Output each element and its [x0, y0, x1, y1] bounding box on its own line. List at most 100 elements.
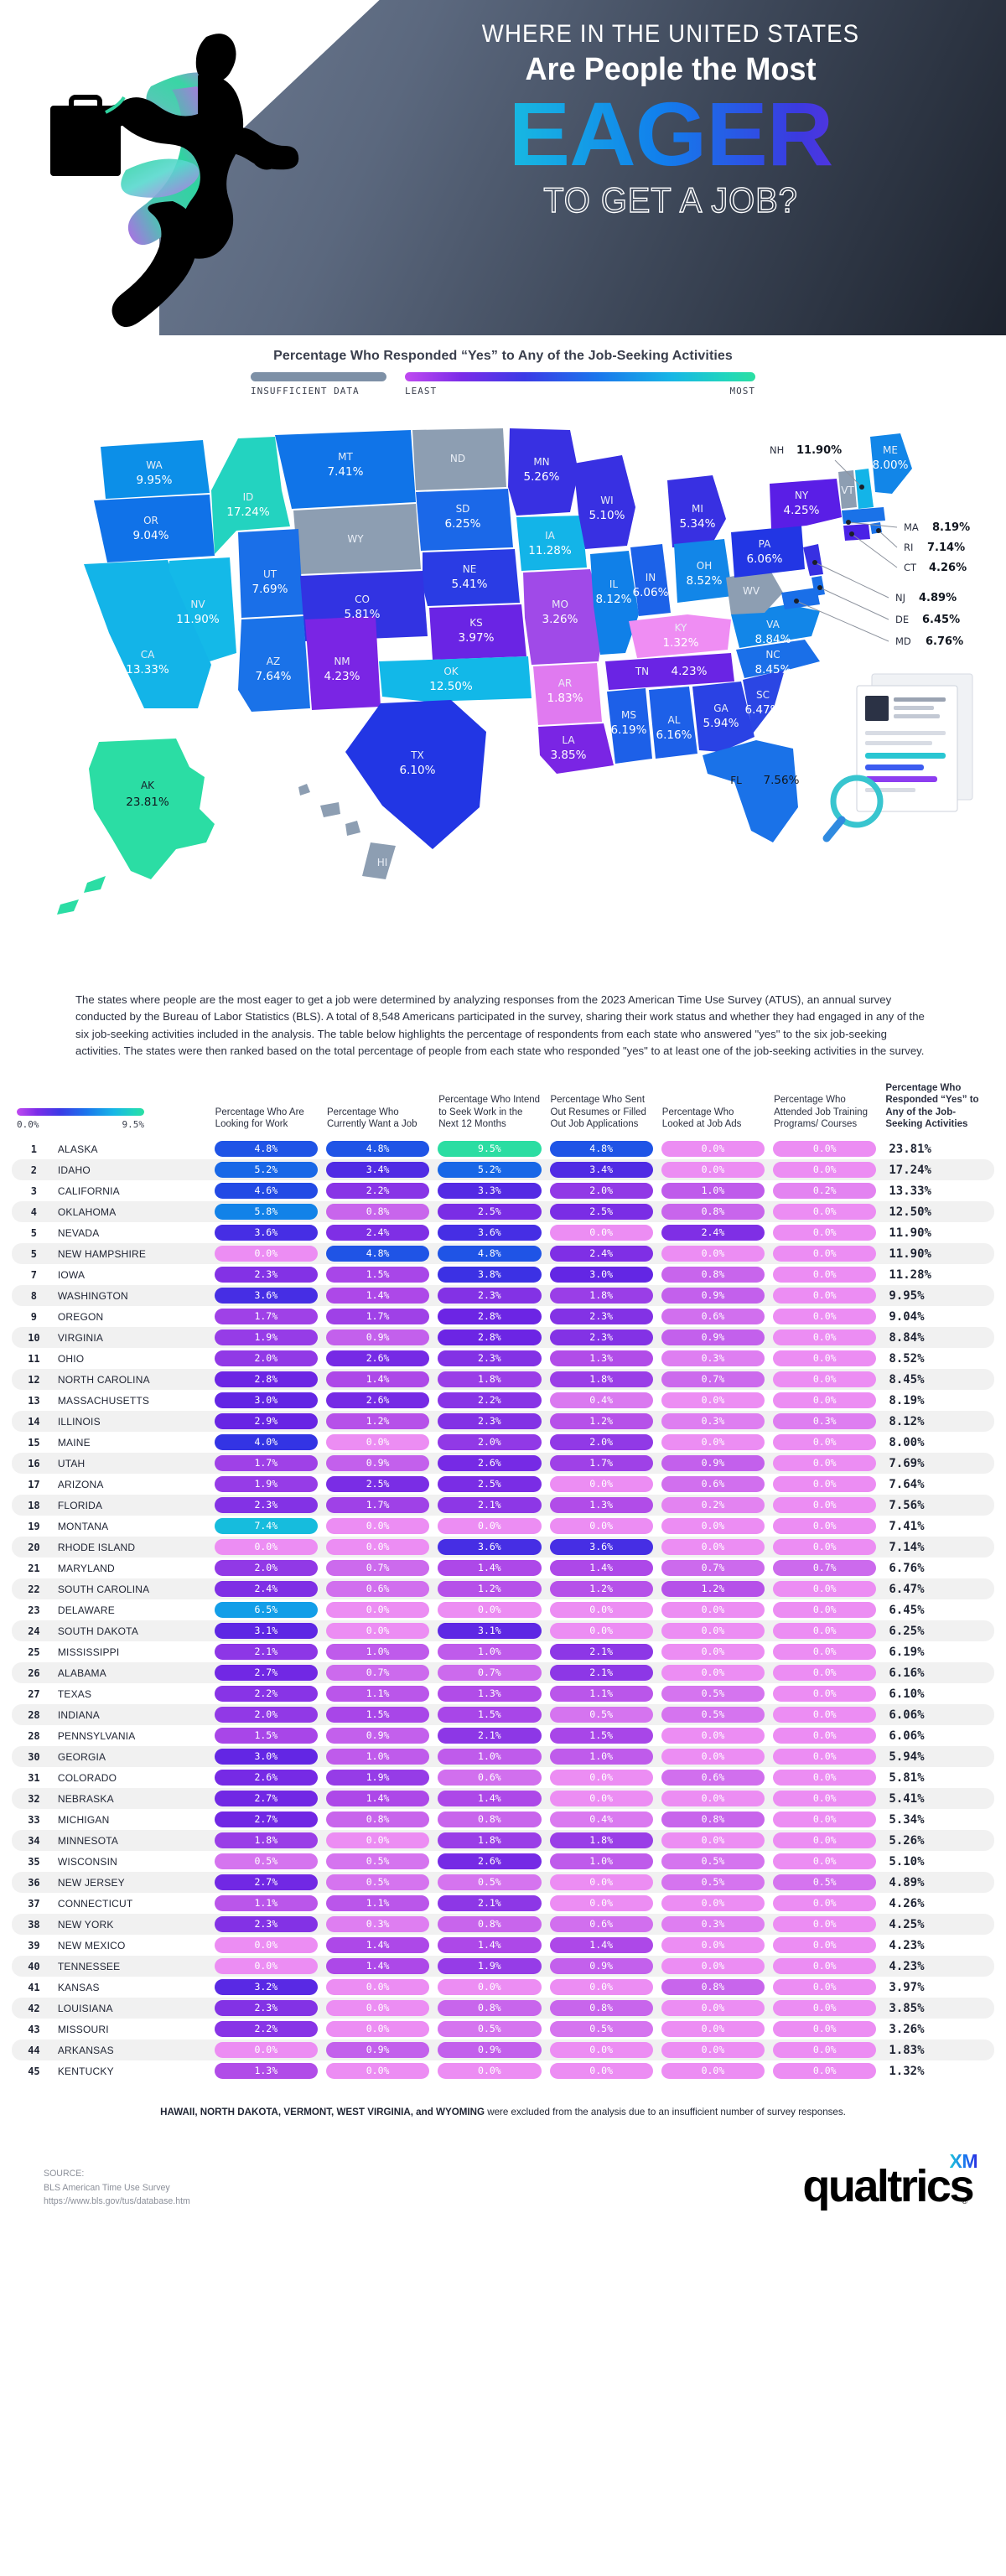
row-metric-cell: 1.2%: [546, 1578, 657, 1599]
svg-text:VA: VA: [766, 619, 780, 630]
metric-pill: 1.0%: [325, 1749, 430, 1765]
row-rank: 36: [28, 1876, 40, 1889]
row-metric-cell: 1.0%: [546, 1746, 657, 1767]
row-rank: 20: [28, 1541, 40, 1553]
row-metric-cell: 3.4%: [546, 1159, 657, 1180]
metric-pill: 2.4%: [549, 1246, 653, 1262]
metric-pill: 0.0%: [661, 2063, 765, 2080]
row-total-percentage: 3.85%: [889, 2001, 925, 2015]
row-metric-cell: 1.7%: [210, 1453, 322, 1474]
row-metric-cell: 2.1%: [433, 1725, 545, 1746]
row-metric-cell: 0.0%: [657, 1956, 769, 1977]
table-row: 1 ALASKA 4.8% 4.8% 9.5% 4.8% 0.0% 0.0% 23.81%: [12, 1138, 994, 1159]
row-metric-cell: 0.8%: [546, 1998, 657, 2019]
exclusion-note-states: HAWAII, NORTH DAKOTA, VERMONT, WEST VIRG…: [160, 2107, 485, 2118]
row-metric-cell: 1.4%: [322, 1285, 433, 1306]
row-metric-cell: 1.0%: [322, 1746, 433, 1767]
row-rank: 5: [30, 1247, 38, 1260]
row-metric-cell: 5.2%: [210, 1159, 322, 1180]
qualtrics-logo[interactable]: qualtrics XM ®: [802, 2150, 977, 2211]
row-metric-cell: 0.0%: [657, 1893, 769, 1914]
row-total-percentage: 4.89%: [889, 1875, 925, 1889]
table-row: 23 DELAWARE 6.5% 0.0% 0.0% 0.0% 0.0% 0.0% 6.45%: [12, 1599, 994, 1620]
row-metric-cell: 0.0%: [769, 1662, 880, 1683]
svg-text:MN: MN: [533, 456, 549, 468]
row-rank: 35: [28, 1855, 40, 1868]
metric-pill: 0.0%: [661, 1623, 765, 1640]
svg-text:6.19%: 6.19%: [611, 723, 647, 737]
row-metric-cell: 0.3%: [769, 1411, 880, 1432]
metric-pill: 2.2%: [438, 1392, 542, 1409]
table-row: 37 CONNECTICUT 1.1% 1.1% 2.1% 0.0% 0.0% 0.0% 4.2…: [12, 1893, 994, 1914]
row-rank: 12: [28, 1373, 40, 1386]
row-metric-cell: 0.0%: [657, 1390, 769, 1411]
metric-pill: 0.0%: [773, 1623, 877, 1640]
row-rank: 23: [28, 1604, 40, 1616]
row-state-name: ALASKA: [57, 1143, 98, 1155]
row-total-percentage: 7.69%: [889, 1456, 925, 1470]
row-metric-cell: 2.4%: [546, 1243, 657, 1264]
row-metric-cell: 0.0%: [546, 1893, 657, 1914]
metric-pill: 0.0%: [214, 2042, 318, 2059]
metric-pill: 1.0%: [549, 1749, 653, 1765]
table-row: 33 MICHIGAN 2.7% 0.8% 0.8% 0.4% 0.8% 0.0% 5.34%: [12, 1809, 994, 1830]
metric-pill: 1.4%: [549, 1937, 653, 1954]
row-rank: 13: [28, 1394, 40, 1407]
row-metric-cell: 2.3%: [433, 1285, 545, 1306]
metric-pill: 0.0%: [549, 1979, 653, 1996]
column-header-looked-at-job-ads: Percentage Who Looked at Job Ads: [661, 1107, 742, 1129]
metric-pill: 1.1%: [325, 1895, 430, 1912]
metric-pill: 0.0%: [661, 1832, 765, 1849]
metric-pill: 1.5%: [438, 1707, 542, 1723]
row-rank: 16: [28, 1457, 40, 1469]
metric-pill: 2.8%: [438, 1329, 542, 1346]
row-metric-cell: 2.6%: [433, 1453, 545, 1474]
metric-pill: 0.0%: [325, 1623, 430, 1640]
metric-pill: 4.8%: [438, 1246, 542, 1262]
source-label: SOURCE:: [44, 2169, 85, 2179]
logo-wordmark: qualtrics: [802, 2160, 974, 2211]
metric-pill: 1.4%: [325, 1288, 430, 1304]
row-metric-cell: 0.0%: [657, 1662, 769, 1683]
table-scale-max: 9.5%: [122, 1118, 145, 1130]
row-metric-cell: 2.2%: [322, 1180, 433, 1201]
row-metric-cell: 1.9%: [210, 1474, 322, 1495]
table-head: 0.0% 9.5% Percentage Who Are Looking for…: [12, 1082, 994, 1139]
source-url[interactable]: https://www.bls.gov/tus/database.htm: [44, 2196, 190, 2207]
row-metric-cell: 2.8%: [433, 1327, 545, 1348]
svg-text:6.06%: 6.06%: [747, 552, 783, 566]
metric-pill: 2.3%: [438, 1413, 542, 1430]
svg-text:1.32%: 1.32%: [663, 636, 699, 650]
row-rank: 2: [30, 1164, 38, 1176]
table-row: 43 MISSOURI 2.2% 0.0% 0.5% 0.5% 0.0% 0.0% 3.26%: [12, 2019, 994, 2040]
row-total-percentage: 3.26%: [889, 2022, 925, 2036]
row-metric-cell: 0.5%: [769, 1872, 880, 1893]
metric-pill: 0.0%: [214, 1937, 318, 1954]
row-metric-cell: 1.2%: [433, 1578, 545, 1599]
row-state-name: NORTH CAROLINA: [57, 1373, 150, 1386]
metric-pill: 0.0%: [773, 1204, 877, 1221]
row-rank: 43: [28, 2023, 40, 2035]
row-total-percentage: 8.00%: [889, 1435, 925, 1449]
row-metric-cell: 0.6%: [657, 1474, 769, 1495]
metric-pill: 1.0%: [438, 1749, 542, 1765]
metric-pill: 1.0%: [661, 1183, 765, 1200]
row-rank: 39: [28, 1939, 40, 1951]
svg-text:9.04%: 9.04%: [133, 529, 169, 542]
metric-pill: 0.0%: [661, 1539, 765, 1556]
metric-pill: 0.6%: [661, 1476, 765, 1493]
table-row: 14 ILLINOIS 2.9% 1.2% 2.3% 1.2% 0.3% 0.3% 8.12%: [12, 1411, 994, 1433]
row-state-name: MONTANA: [57, 1520, 109, 1532]
metric-pill: 1.2%: [325, 1413, 430, 1430]
column-header-sent-resumes: Percentage Who Sent Out Resumes or Fille…: [550, 1095, 646, 1129]
row-total-percentage: 7.56%: [889, 1498, 925, 1512]
row-rank: 1: [30, 1143, 38, 1155]
row-metric-cell: 0.0%: [769, 2019, 880, 2040]
row-metric-cell: 0.0%: [322, 1537, 433, 1558]
metric-pill: 1.2%: [549, 1581, 653, 1598]
row-total-percentage: 6.16%: [889, 1666, 925, 1680]
svg-text:SC: SC: [756, 689, 770, 701]
row-metric-cell: 2.0%: [210, 1558, 322, 1578]
row-metric-cell: 1.4%: [433, 1788, 545, 1809]
row-state-name: MICHIGAN: [57, 1813, 110, 1826]
